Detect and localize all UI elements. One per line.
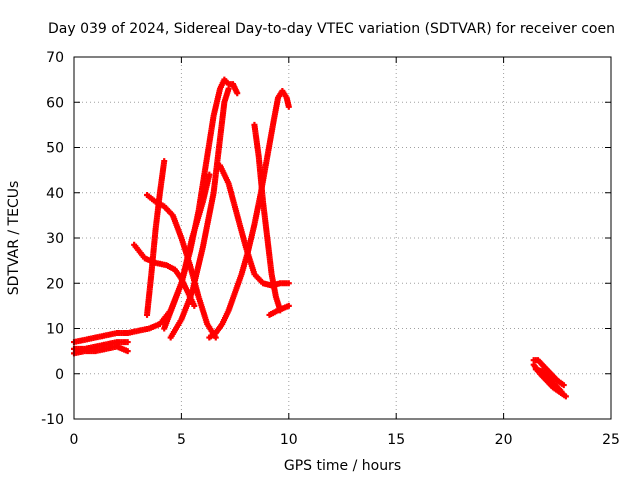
- data-point: [234, 90, 241, 97]
- series-descent-39-to-8: [144, 192, 219, 341]
- y-tick-label: 70: [46, 50, 64, 66]
- series-peak-64: [161, 76, 241, 332]
- series-loop-22h-c: [532, 366, 565, 395]
- x-tick-label: 0: [70, 432, 79, 448]
- data-point: [124, 339, 131, 346]
- data-point: [562, 393, 569, 400]
- series-low-band-1: [71, 330, 131, 346]
- y-axis-title: SDTVAR / TECUs: [6, 181, 22, 296]
- y-tick-label: 30: [46, 231, 64, 247]
- y-tick-label: 60: [46, 95, 64, 111]
- x-tick-label: 15: [387, 432, 405, 448]
- data-point: [285, 302, 292, 309]
- series-late-low: [266, 302, 292, 318]
- series-loop-22h-a: [530, 357, 567, 389]
- chart-title: Day 039 of 2024, Sidereal Day-to-day VTE…: [48, 21, 615, 37]
- series-rise-to-63: [167, 85, 232, 341]
- x-tick-label: 5: [177, 432, 186, 448]
- x-tick-label: 10: [280, 432, 298, 448]
- series-spike-47: [144, 158, 168, 318]
- axis-ticks: 0 5 10 15 20 25 -10 0 10 20 30 40 50 60 70: [41, 50, 620, 448]
- data-point: [124, 348, 131, 355]
- grid-lines: [74, 57, 611, 419]
- series-low-band-3: [71, 343, 131, 357]
- data-point: [560, 382, 567, 389]
- y-tick-label: 20: [46, 276, 64, 292]
- y-tick-label: 40: [46, 186, 64, 202]
- y-tick-label: 50: [46, 141, 64, 157]
- x-axis-title: GPS time / hours: [284, 458, 401, 474]
- x-tick-label: 20: [495, 432, 513, 448]
- series-descent-28-to-15: [131, 241, 198, 309]
- data-point: [558, 388, 565, 395]
- data-point: [225, 85, 232, 92]
- y-tick-label: 10: [46, 322, 64, 338]
- data-point: [285, 103, 292, 110]
- y-tick-label: 0: [55, 367, 64, 383]
- data-series: [71, 76, 569, 400]
- series-fall-55-to-14: [251, 121, 284, 314]
- data-point: [161, 158, 168, 165]
- x-tick-label: 25: [602, 432, 620, 448]
- data-point: [191, 302, 198, 309]
- y-tick-label: -10: [41, 412, 64, 428]
- data-point: [285, 280, 292, 287]
